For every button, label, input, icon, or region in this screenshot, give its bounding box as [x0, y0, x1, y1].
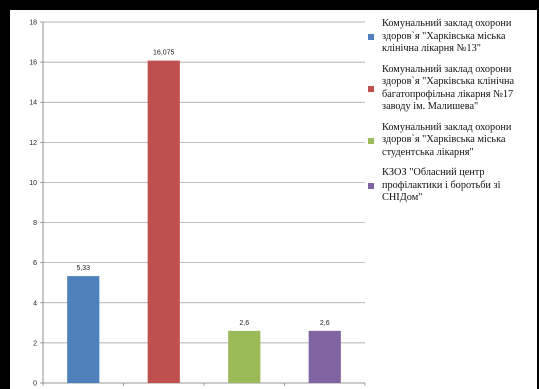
y-tick-label: 16 — [29, 60, 37, 67]
data-labels: 5,33 16,075 2,6 2,6 — [76, 50, 329, 327]
data-label-2: 16,075 — [153, 50, 175, 57]
legend-swatch-2 — [368, 85, 374, 92]
y-tick-label: 8 — [33, 220, 37, 227]
legend-label-1: Комунальний заклад охорони здоров`я "Хар… — [382, 18, 512, 54]
legend-swatch-3 — [368, 137, 374, 144]
y-tick-label: 6 — [33, 260, 37, 267]
legend-item-2: Комунальний заклад охорони здоров`я "Хар… — [368, 64, 534, 114]
legend-label-2: Комунальний заклад охорони здоров`я "Хар… — [382, 63, 515, 113]
bar-2 — [147, 60, 180, 384]
bar-4 — [308, 330, 341, 383]
y-tick-label: 14 — [29, 100, 37, 107]
y-tick-label: 18 — [29, 20, 37, 27]
legend-swatch-1 — [368, 34, 374, 40]
y-tick-label: 10 — [29, 180, 37, 187]
data-label-1: 5,33 — [76, 265, 90, 272]
legend-label-3: Комунальний заклад охорони здоров`я "Хар… — [382, 121, 512, 158]
data-label-4: 2,6 — [320, 320, 330, 327]
data-label-3: 2,6 — [239, 320, 249, 327]
legend-swatch-4 — [368, 183, 374, 189]
legend-item-3: Комунальний заклад охорони здоров`я "Хар… — [368, 122, 534, 160]
chart-frame: 0 2 4 6 8 10 12 14 16 18 5,33 16,075 2,6 2,6 Комунал… — [10, 10, 537, 389]
legend-item-1: Комунальний заклад охорони здоров`я "Хар… — [368, 18, 534, 56]
bar-3 — [228, 330, 261, 383]
y-tick-label: 4 — [33, 300, 37, 307]
legend: Комунальний заклад охорони здоров`я "Хар… — [368, 18, 534, 205]
bar-1 — [67, 276, 100, 383]
y-tick-label: 2 — [33, 340, 37, 347]
y-tick-label: 12 — [29, 140, 37, 147]
y-tick-label: 0 — [33, 381, 37, 388]
legend-label-4: КЗОЗ "Обласний центр профілактики і боро… — [382, 167, 501, 203]
legend-item-4: КЗОЗ "Обласний центр профілактики і боро… — [368, 167, 534, 205]
bars — [67, 60, 341, 384]
bar-chart: 0 2 4 6 8 10 12 14 16 18 5,33 16,075 2,6 2,6 — [29, 20, 366, 388]
